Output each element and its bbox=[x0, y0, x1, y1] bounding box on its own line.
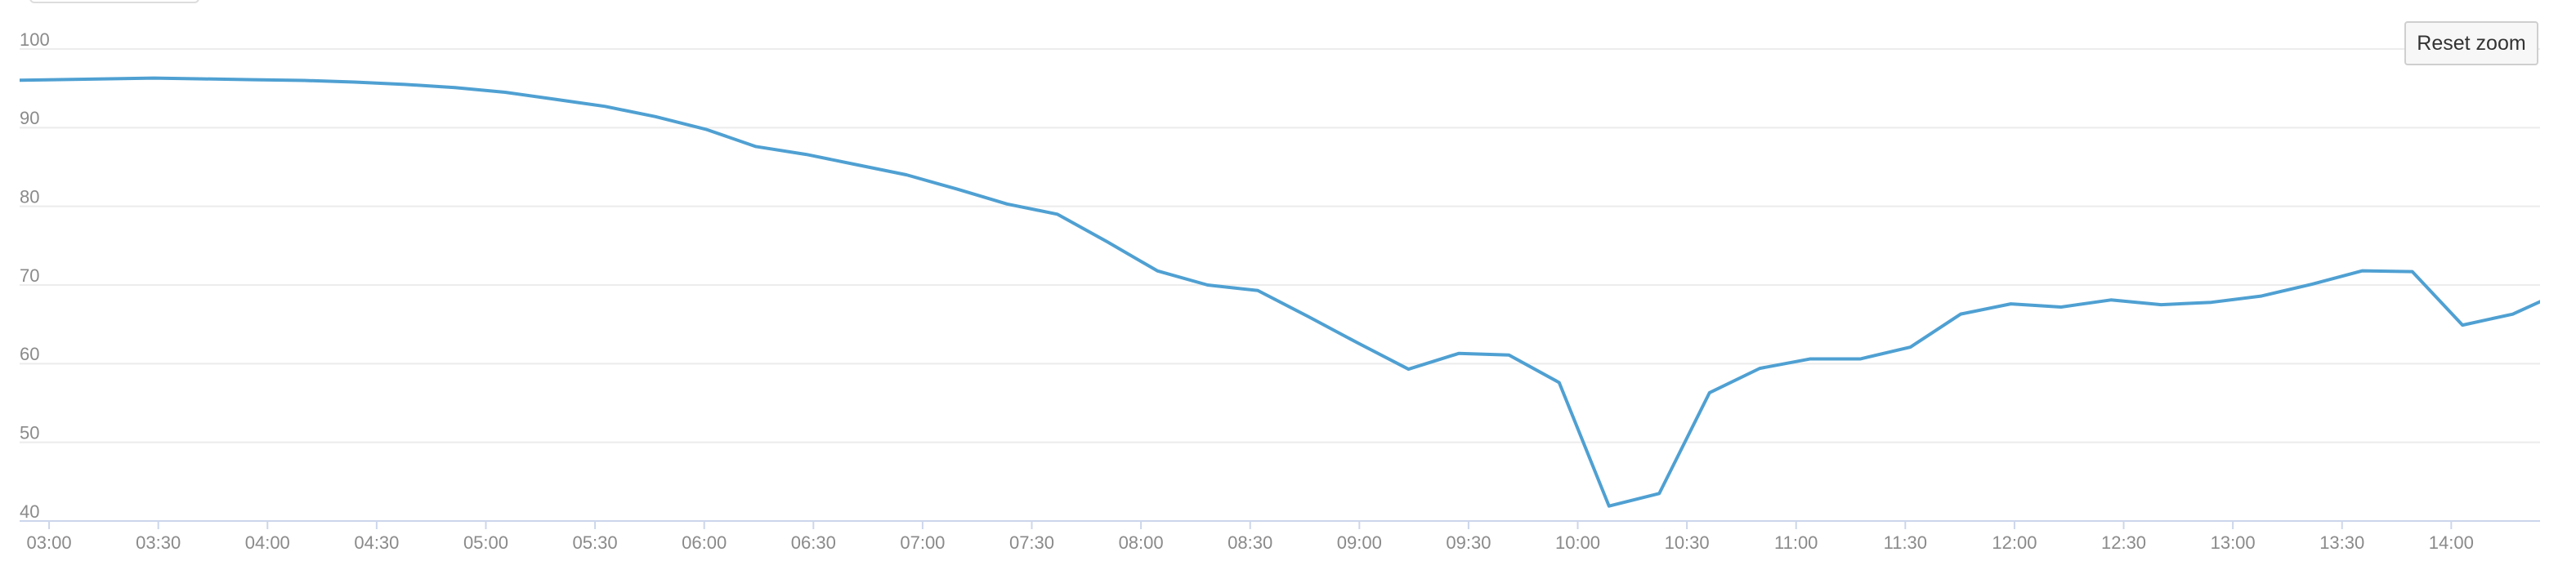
x-tick-label: 07:30 bbox=[1009, 532, 1054, 553]
x-tick-label: 03:00 bbox=[27, 532, 72, 553]
y-tick-label: 40 bbox=[20, 501, 39, 522]
x-tick-label: 10:00 bbox=[1555, 532, 1600, 553]
y-tick-label: 80 bbox=[20, 186, 39, 207]
reset-zoom-button[interactable]: Reset zoom bbox=[2404, 21, 2538, 65]
data-line bbox=[20, 76, 2540, 508]
x-tick-label: 08:00 bbox=[1119, 532, 1164, 553]
y-tick-label: 50 bbox=[20, 422, 39, 443]
x-tick-label: 07:00 bbox=[900, 532, 945, 553]
x-tick-label: 04:00 bbox=[245, 532, 290, 553]
x-tick-label: 12:30 bbox=[2101, 532, 2146, 553]
y-tick-label: 60 bbox=[20, 344, 39, 364]
x-tick-label: 12:00 bbox=[1992, 532, 2037, 553]
y-tick-label: 90 bbox=[20, 108, 39, 128]
x-tick-label: 10:30 bbox=[1665, 532, 1710, 553]
x-tick-label: 11:30 bbox=[1884, 532, 1927, 553]
x-tick-label: 11:00 bbox=[1774, 532, 1818, 553]
x-tick-label: 14:00 bbox=[2429, 532, 2474, 553]
x-tick-label: 09:00 bbox=[1337, 532, 1382, 553]
x-tick-label: 03:30 bbox=[136, 532, 181, 553]
y-tick-label: 70 bbox=[20, 265, 39, 286]
x-tick-label: 05:00 bbox=[463, 532, 508, 553]
x-tick-label: 05:30 bbox=[573, 532, 618, 553]
x-tick-label: 06:00 bbox=[682, 532, 727, 553]
x-tick-label: 13:30 bbox=[2319, 532, 2364, 553]
x-tick-label: 06:30 bbox=[791, 532, 836, 553]
x-tick-label: 04:30 bbox=[354, 532, 399, 553]
x-tick-label: 08:30 bbox=[1228, 532, 1272, 553]
x-tick-label: 09:30 bbox=[1446, 532, 1491, 553]
y-tick-label: 100 bbox=[20, 29, 50, 50]
x-tick-label: 13:00 bbox=[2211, 532, 2256, 553]
